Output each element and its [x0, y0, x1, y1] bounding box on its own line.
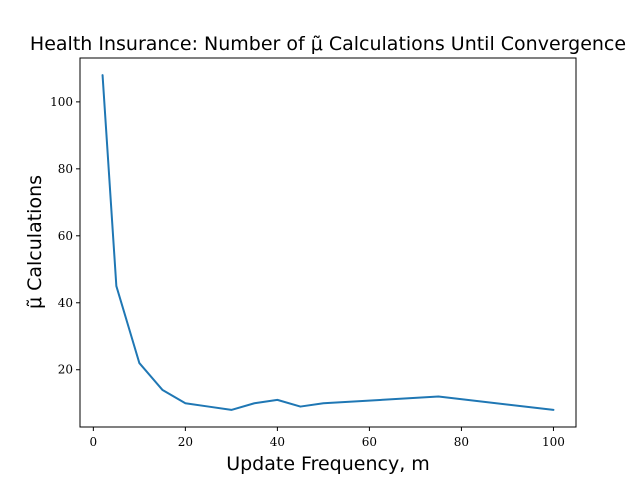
series-line [101, 74, 555, 411]
x-tick-label: 40 [270, 435, 285, 449]
y-tick-label: 100 [50, 95, 73, 109]
chart-title: Health Insurance: Number of μ̃ Calculati… [30, 33, 626, 55]
y-tick-label: 40 [58, 296, 73, 310]
x-tick-label: 60 [362, 435, 377, 449]
y-tick-label: 80 [58, 162, 73, 176]
x-tick-label: 80 [454, 435, 469, 449]
x-axis-ticks: 0 20 40 60 80 100 [90, 427, 565, 449]
y-tick-label: 20 [58, 363, 73, 377]
plot-area: 20 40 60 80 100 0 20 40 60 80 100 [50, 57, 577, 449]
y-axis-label: μ̃ Calculations [24, 175, 46, 309]
plot-frame [79, 57, 577, 428]
y-axis-ticks: 20 40 60 80 100 [50, 95, 80, 377]
x-tick-label: 100 [542, 435, 565, 449]
x-tick-label: 0 [90, 435, 98, 449]
x-tick-label: 20 [178, 435, 193, 449]
plot-background [80, 58, 576, 427]
x-axis-label: Update Frequency, m [226, 453, 430, 475]
series-layer [101, 74, 555, 411]
y-tick-label: 60 [58, 229, 73, 243]
